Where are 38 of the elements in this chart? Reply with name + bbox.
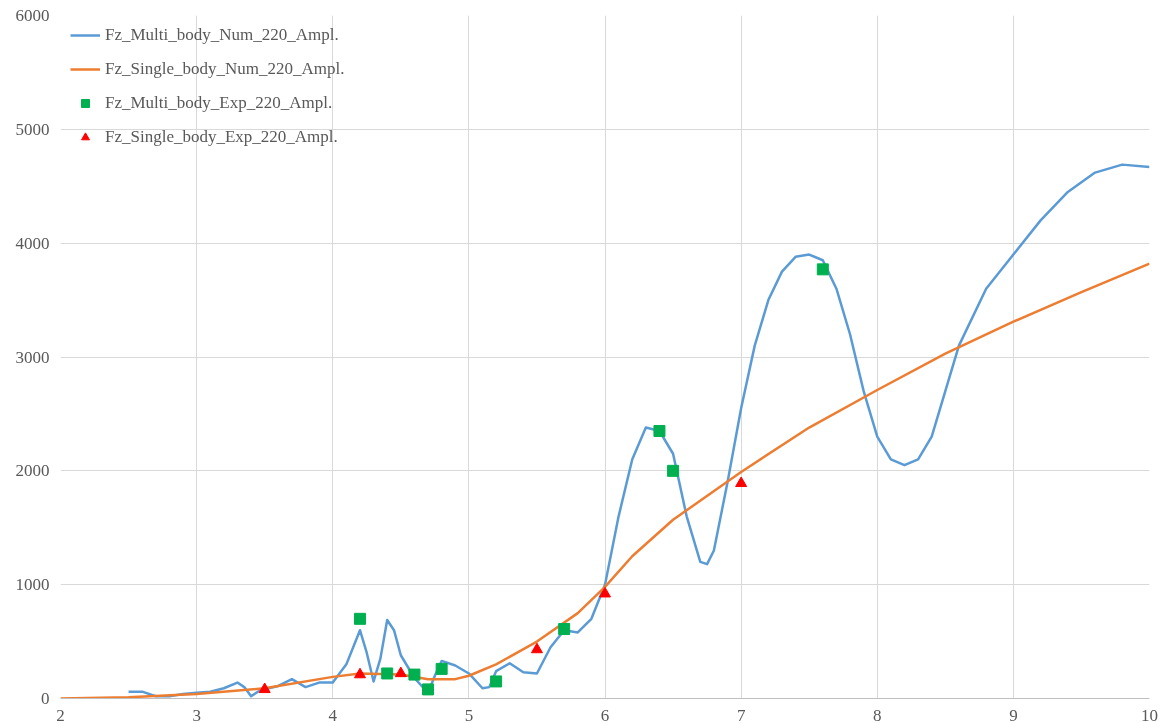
y-tick-label: 6000: [15, 6, 50, 25]
y-tick-label: 3000: [15, 347, 50, 367]
point: [422, 683, 435, 696]
y-tick-label: 5000: [15, 119, 50, 139]
y-tick-label: 1000: [15, 575, 50, 595]
y-tick-label: 2000: [15, 461, 50, 481]
point: [353, 612, 366, 625]
x-tick-label: 8: [873, 705, 882, 723]
legend-label: Fz_Single_body_Exp_220_Ampl.: [105, 127, 338, 147]
point: [435, 662, 448, 675]
line-series: [60, 262, 1150, 699]
y-tick-label: 4000: [15, 233, 50, 253]
x-tick-label: 2: [56, 705, 65, 723]
x-tick-label: 6: [600, 705, 610, 723]
point: [816, 263, 829, 276]
point: [530, 642, 543, 654]
x-tick-label: 5: [464, 705, 474, 723]
point: [381, 667, 394, 680]
point: [653, 424, 666, 437]
legend-label: Fz_Multi_body_Exp_220_Ampl.: [105, 93, 333, 113]
point: [599, 586, 611, 598]
point: [667, 464, 680, 477]
point: [558, 623, 571, 636]
point: [490, 675, 503, 688]
point: [258, 682, 271, 694]
x-tick-label: 10: [1141, 705, 1158, 723]
line-series: [127, 163, 1150, 698]
point: [735, 476, 748, 488]
point: [408, 668, 421, 681]
x-tick-label: 9: [1009, 705, 1018, 723]
x-tick-label: 7: [736, 705, 746, 723]
point: [353, 667, 366, 679]
y-tick-label: 0: [41, 689, 50, 708]
x-tick-label: 3: [192, 705, 201, 723]
x-tick-label: 4: [328, 705, 338, 723]
legend-label: Fz_Multi_body_Num_220_Ampl.: [105, 25, 339, 45]
point: [394, 666, 407, 678]
legend-label: Fz_Single_body_Num_220_Ampl.: [105, 59, 345, 79]
